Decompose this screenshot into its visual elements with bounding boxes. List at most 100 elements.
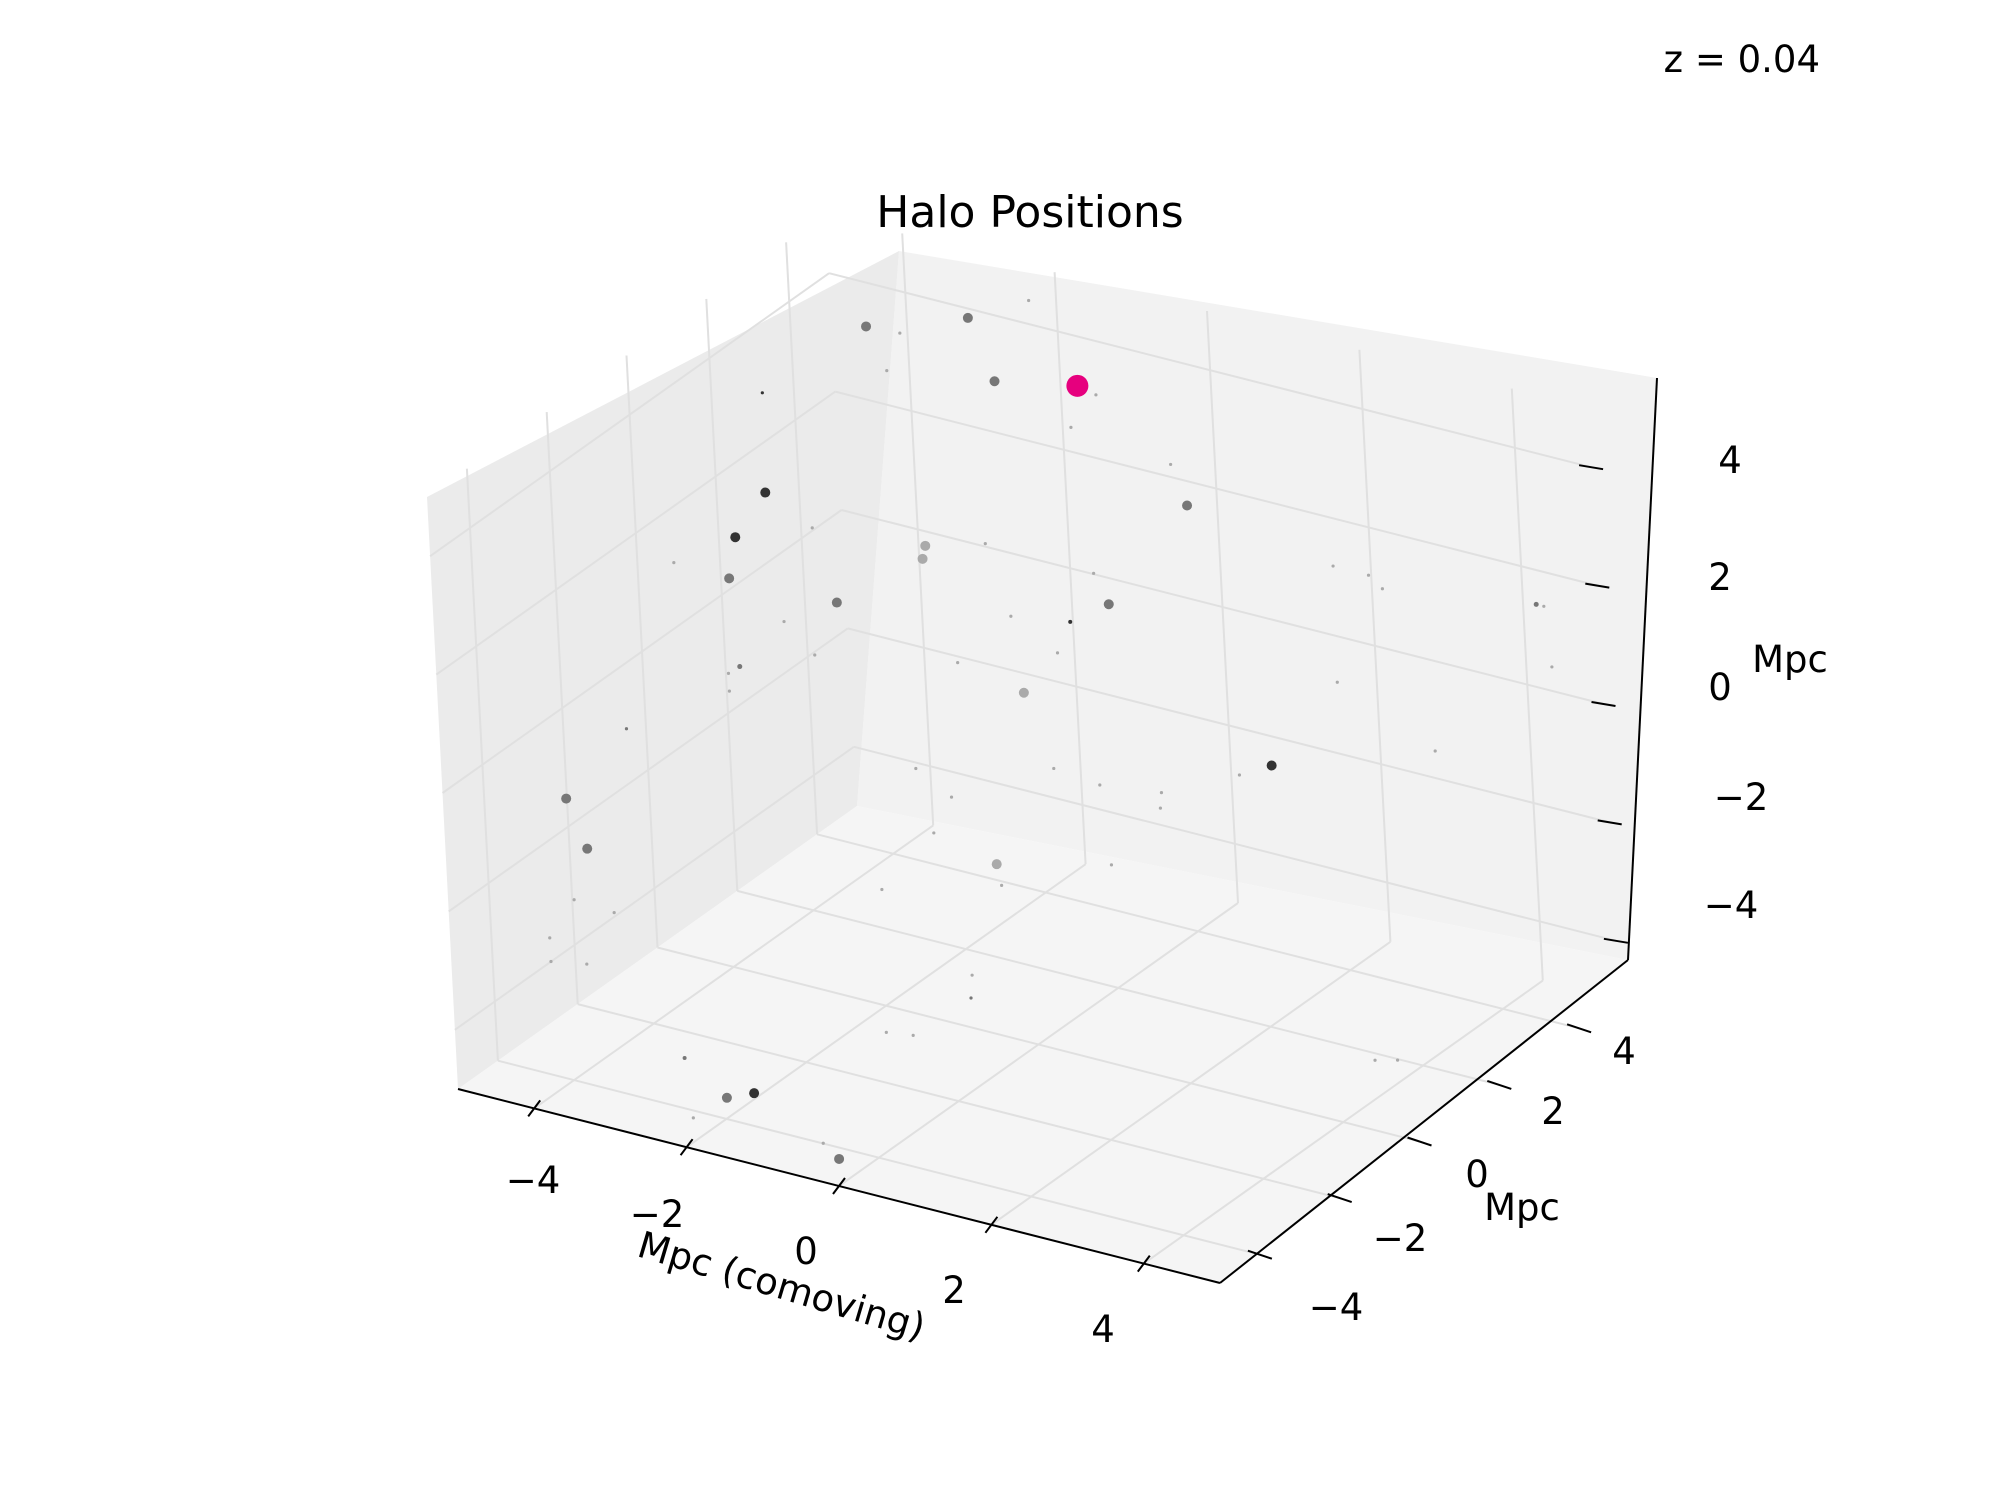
axes-gridlines bbox=[429, 233, 1617, 1265]
halo-point bbox=[917, 553, 928, 564]
halo-point bbox=[721, 1092, 732, 1103]
halo-point bbox=[949, 795, 954, 799]
x-tick-mark bbox=[527, 1099, 542, 1118]
floor-gridline bbox=[657, 946, 1420, 1143]
halo-point bbox=[572, 898, 576, 902]
halo-point bbox=[1027, 298, 1031, 303]
halo-point bbox=[1237, 773, 1242, 777]
floor-gridline bbox=[816, 833, 1580, 1030]
floor-gridline bbox=[497, 1059, 1261, 1256]
y-tick-mark bbox=[1486, 1079, 1512, 1090]
halo-point bbox=[1542, 604, 1546, 608]
halo-point bbox=[1098, 783, 1102, 787]
halo-point bbox=[884, 1030, 888, 1034]
axis-spines-and-ticks bbox=[457, 377, 1658, 1284]
halo-point bbox=[932, 831, 936, 835]
side-gridline bbox=[435, 390, 836, 676]
halo-point bbox=[749, 1088, 760, 1099]
halo-point bbox=[914, 766, 918, 771]
halo-point bbox=[726, 671, 731, 675]
halo-point bbox=[1331, 564, 1335, 568]
halo-point bbox=[727, 689, 732, 693]
z-tick-mark bbox=[1585, 582, 1610, 589]
z-tick-label: 4 bbox=[1718, 439, 1742, 482]
floor-gridline bbox=[737, 889, 1500, 1086]
y-tick-label: 2 bbox=[1541, 1090, 1565, 1133]
halo-point bbox=[760, 487, 771, 498]
back-gridline bbox=[841, 509, 1604, 705]
x-tick-label: −4 bbox=[506, 1159, 561, 1202]
halo-point bbox=[885, 369, 889, 373]
side-gridline bbox=[454, 745, 855, 1031]
z-axis-label: Mpc bbox=[1752, 638, 1828, 681]
halo-point bbox=[1068, 619, 1073, 624]
x-tick-mark bbox=[679, 1138, 694, 1156]
x-tick-mark bbox=[984, 1216, 999, 1234]
halo-point bbox=[548, 936, 552, 940]
y-tick-label: −2 bbox=[1373, 1217, 1428, 1260]
halo-point bbox=[969, 996, 973, 1000]
halo-point bbox=[782, 619, 786, 624]
halo-point bbox=[585, 962, 589, 966]
z-tick-mark bbox=[1603, 937, 1629, 944]
halo-point bbox=[561, 793, 572, 804]
z-tick-label: 2 bbox=[1708, 556, 1732, 599]
chart-title: Halo Positions bbox=[876, 187, 1183, 238]
halo-point bbox=[1000, 883, 1004, 887]
y-tick-mark bbox=[1566, 1023, 1592, 1034]
x-axis-label: Mpc (comoving) bbox=[633, 1223, 930, 1349]
halo-point bbox=[1094, 393, 1098, 397]
y-tick-label: 4 bbox=[1612, 1030, 1636, 1073]
halo-point bbox=[1366, 573, 1371, 577]
halo-point bbox=[624, 727, 629, 731]
highlighted-halo-point bbox=[1066, 374, 1089, 397]
halo-point bbox=[1373, 1058, 1377, 1062]
halo-point bbox=[1433, 749, 1437, 753]
halo-point bbox=[983, 542, 987, 546]
z-tick-label: 0 bbox=[1708, 666, 1732, 709]
halo-point bbox=[1182, 500, 1193, 511]
halo-point bbox=[989, 376, 1000, 387]
halo-point bbox=[672, 560, 676, 565]
y-tick-mark bbox=[1407, 1136, 1432, 1147]
y-tick-label: −4 bbox=[1309, 1286, 1364, 1329]
x-tick-label: −2 bbox=[630, 1193, 685, 1236]
halo-point bbox=[1380, 587, 1384, 591]
halo-point bbox=[834, 1153, 845, 1164]
halo-point bbox=[962, 312, 973, 323]
y-tick-mark bbox=[1247, 1249, 1273, 1260]
halo-point bbox=[582, 843, 593, 854]
z-tick-mark bbox=[1591, 701, 1616, 707]
halo-point bbox=[549, 959, 553, 964]
halo-point bbox=[1533, 601, 1539, 607]
y-axis-label: Mpc bbox=[1484, 1186, 1560, 1229]
y-axis-spine bbox=[1219, 959, 1629, 1284]
x-tick-label: 2 bbox=[942, 1269, 966, 1312]
halo-point bbox=[1335, 680, 1339, 684]
back-gridline bbox=[828, 272, 1592, 469]
halo-point bbox=[880, 887, 884, 892]
halo-point bbox=[920, 540, 931, 551]
z-tick-label: −2 bbox=[1714, 776, 1769, 819]
halo-point bbox=[821, 1141, 825, 1145]
x-tick-mark bbox=[832, 1177, 846, 1195]
y-tick-label: 0 bbox=[1465, 1153, 1489, 1196]
floor-pane bbox=[458, 806, 1628, 1283]
back-gridline bbox=[847, 627, 1610, 824]
halo-point bbox=[810, 526, 814, 530]
halo-point bbox=[1169, 462, 1173, 467]
halo-point bbox=[1069, 425, 1073, 429]
halo-point bbox=[724, 573, 735, 584]
axes-panes bbox=[427, 251, 1657, 1283]
z-axis-spine bbox=[1627, 377, 1658, 961]
halo-point bbox=[831, 597, 842, 608]
side-gridline bbox=[441, 509, 843, 794]
halo-point bbox=[1395, 1058, 1400, 1062]
x-tick-label: 0 bbox=[794, 1230, 818, 1273]
halo-point bbox=[1103, 599, 1114, 610]
halo-point bbox=[1159, 791, 1164, 795]
halo-point bbox=[1158, 806, 1163, 810]
halo-point bbox=[1018, 687, 1029, 698]
halo-point bbox=[730, 532, 741, 543]
